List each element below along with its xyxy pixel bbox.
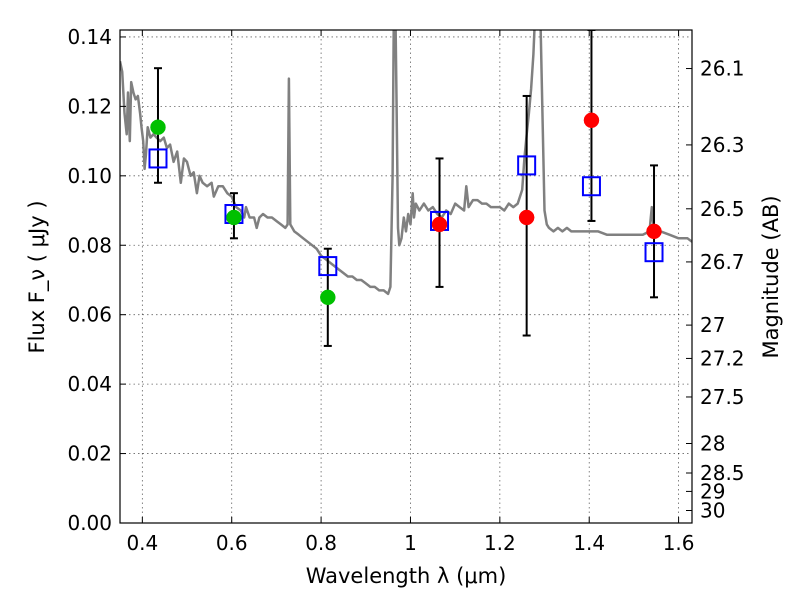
y2-tick-label: 27.2 [700,346,745,370]
x-tick-label: 0.8 [305,531,337,555]
y-tick-label: 0.12 [67,94,112,118]
y2-tick-label: 30 [700,499,725,523]
y2-tick-label: 27.5 [700,385,745,409]
plot-layer [120,30,692,347]
y-axis-label: Flux F_ν ( μJy ) [25,200,50,353]
x-tick-label: 1.4 [573,531,605,555]
model-spectrum-line [120,30,692,296]
y2-axis-label: Magnitude (AB) [759,195,783,358]
observed-flux-point [518,209,535,226]
y-tick-label: 0.02 [67,442,112,466]
model-flux-square [581,176,601,197]
y-tick-label: 0.00 [67,511,112,535]
y-tick-label: 0.10 [67,164,112,188]
y2-tick-label: 28.5 [700,461,745,485]
y-tick-label: 0.04 [67,372,112,396]
x-tick-label: 0.6 [216,531,248,555]
x-tick-label: 1.2 [484,531,516,555]
y-tick-label: 0.06 [67,303,112,327]
y2-tick-label: 28 [700,431,725,455]
observed-flux-point [320,289,336,306]
observed-flux-point [583,112,600,129]
y2-tick-label: 26.7 [700,250,745,274]
x-tick-label: 1 [404,531,417,555]
y2-tick-label: 26.3 [700,133,745,157]
y2-tick-label: 27 [700,313,725,337]
observed-flux-point [431,216,448,233]
observed-flux-point [226,209,242,226]
plot-frame [119,29,693,524]
y-tick-label: 0.08 [67,233,112,257]
model-flux-square [148,148,168,169]
model-flux-square [517,155,537,176]
y2-tick-label: 26.1 [700,57,745,81]
y-tick-label: 0.14 [67,25,112,49]
tick-layer: 0.4 0.6 0.8 1 1.2 1.4 1.6 0.00 0.02 0.04 0.06 0.08 0… [67,25,744,555]
y2-tick-label: 29 [700,479,725,503]
observed-flux-point [646,223,662,240]
model-flux-square [318,256,338,277]
x-tick-label: 1.6 [663,531,695,555]
grid-layer [120,30,692,524]
model-flux-square [644,242,664,263]
observed-flux-point [150,119,166,135]
x-tick-label: 0.4 [126,531,158,555]
x-axis-label: Wavelength λ (μm) [306,564,507,588]
y2-tick-label: 26.5 [700,197,745,221]
